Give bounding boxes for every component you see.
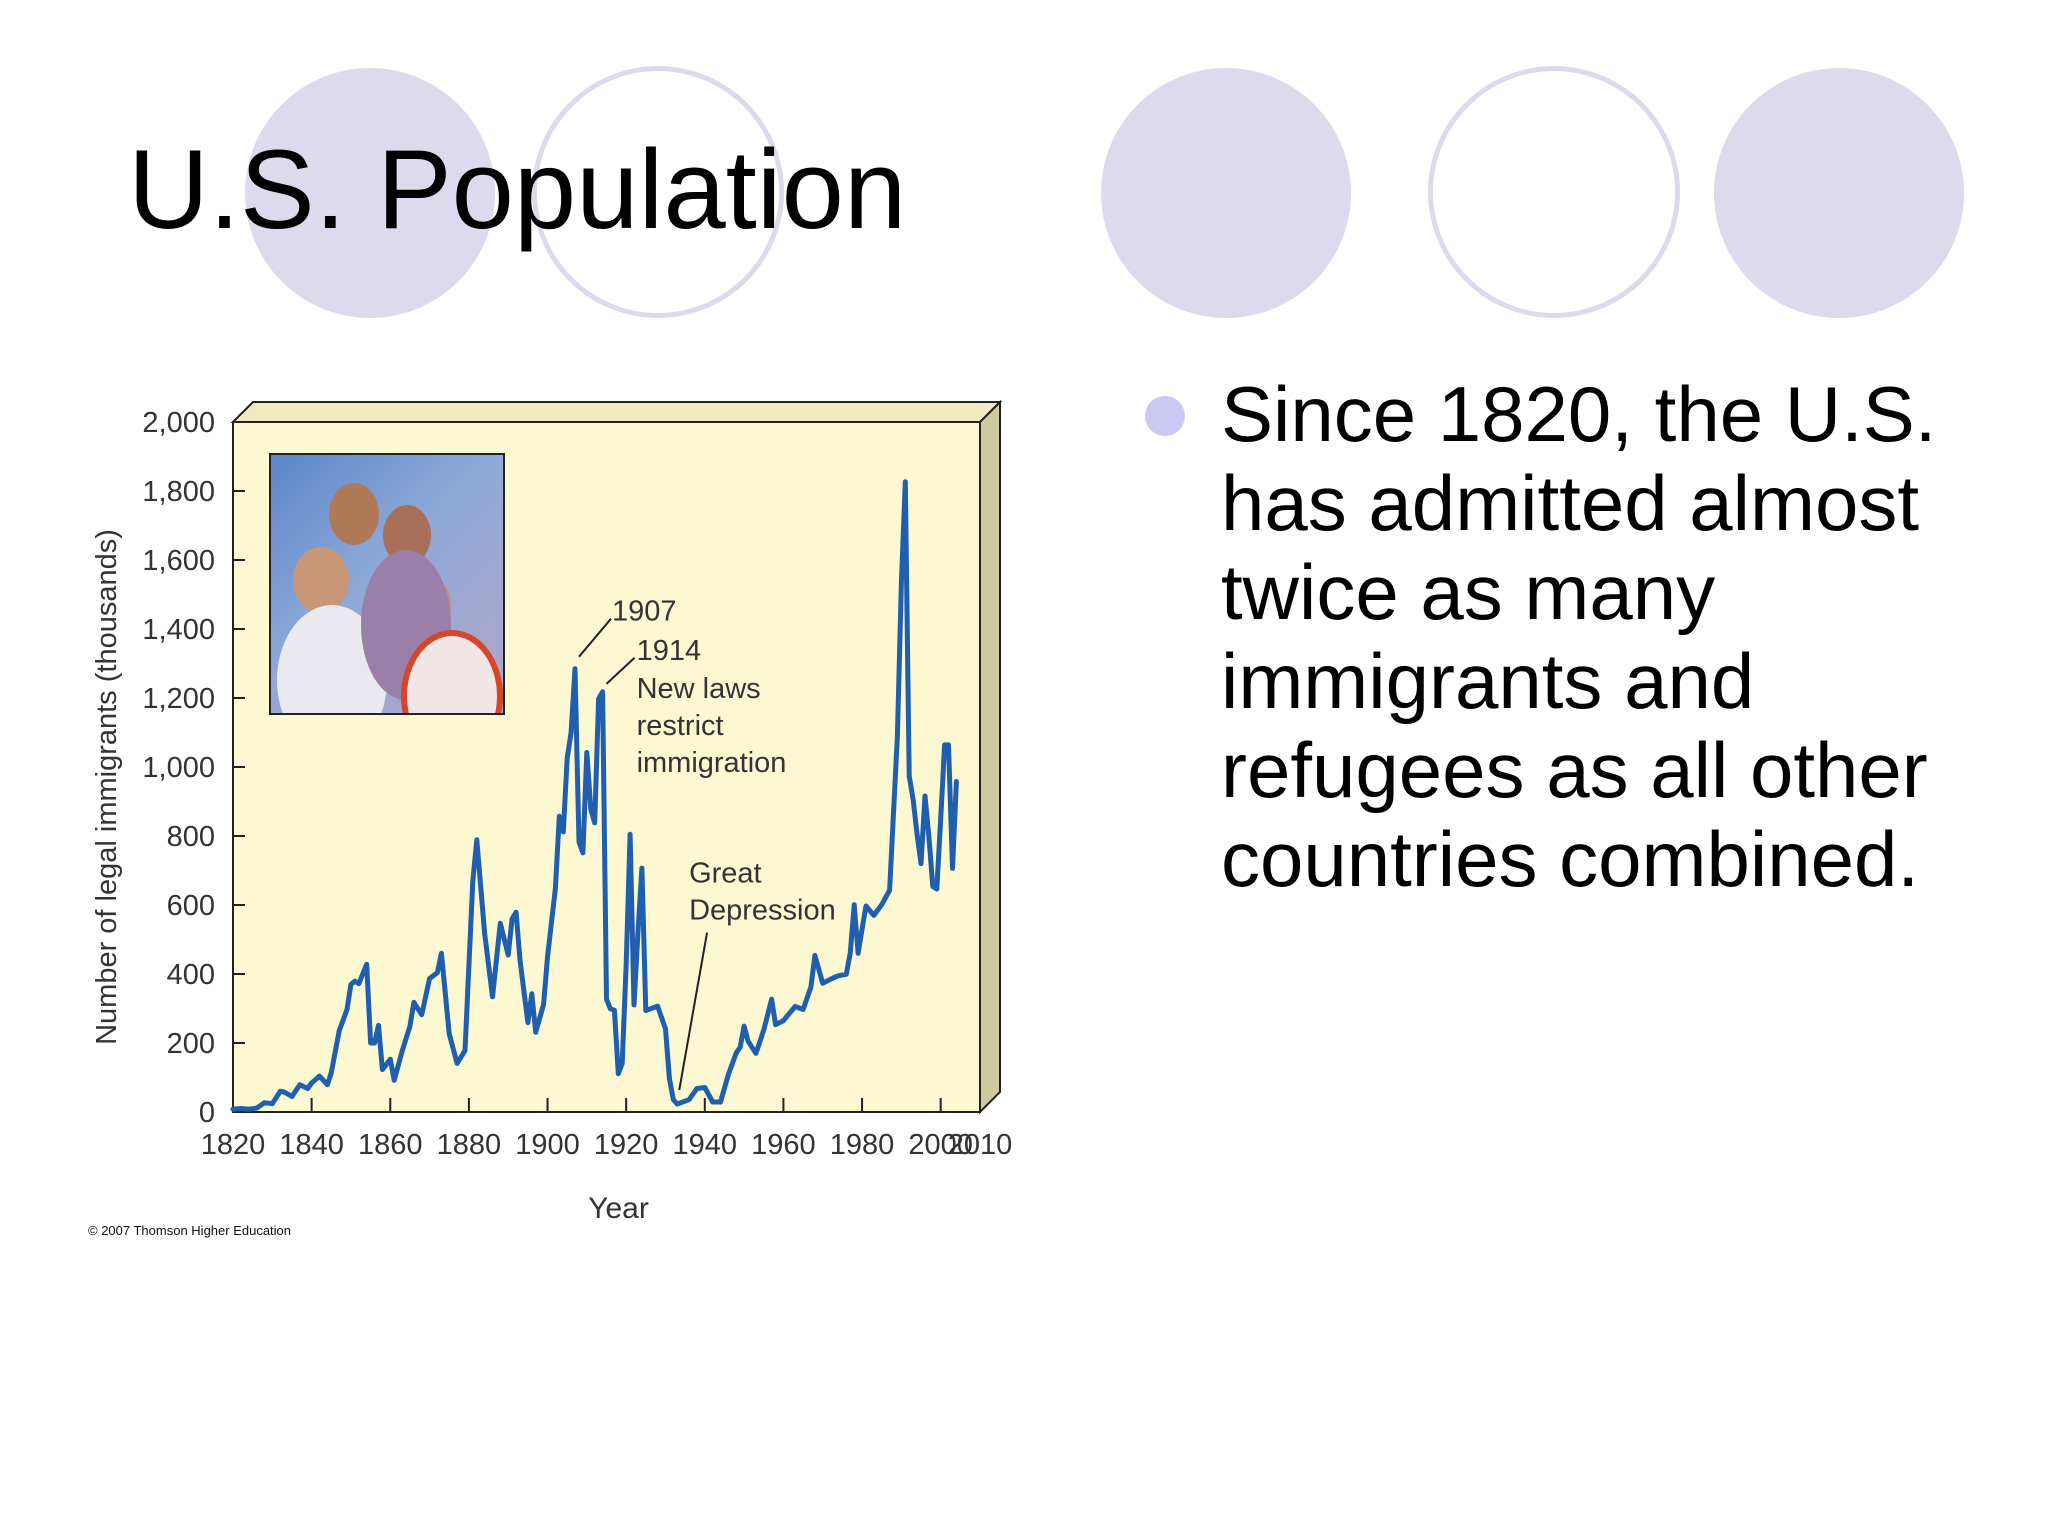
x-tick-label: 2010	[948, 1129, 1013, 1161]
x-axis-label: Year	[588, 1192, 649, 1225]
immigrants-series-line	[230, 479, 959, 1112]
bullet-dot-icon	[1145, 396, 1185, 436]
photo-figure-3	[293, 547, 349, 613]
y-tick-label: 400	[167, 959, 215, 991]
x-tick-label: 1880	[437, 1129, 502, 1161]
slide-title: U.S. Population	[128, 127, 907, 252]
annotation-great-depression: Great Depression	[689, 858, 836, 927]
chart-box-side	[979, 399, 1001, 1115]
annotation-1907-leader	[578, 618, 612, 658]
x-tick-label: 1900	[515, 1129, 580, 1161]
annotation-1907: 1907	[612, 596, 677, 628]
annotation-1914: 1914	[637, 635, 702, 667]
x-tick-label: 1960	[751, 1129, 816, 1161]
x-tick-label: 2000	[908, 1129, 973, 1161]
deco-ring-2	[1428, 66, 1680, 318]
y-tick-label: 200	[167, 1028, 215, 1060]
x-tick-label: 1860	[358, 1129, 423, 1161]
deco-circle-3	[1714, 68, 1964, 318]
family-photo	[269, 453, 505, 715]
y-tick-label: 1,200	[142, 683, 215, 715]
deco-circle-1	[245, 68, 495, 318]
y-tick-label: 1,000	[142, 752, 215, 784]
annotation-great-depression-leader	[678, 932, 709, 1091]
annotation-new-laws: New laws restrict immigration	[637, 673, 787, 779]
annotation-1914-leader	[605, 657, 636, 685]
deco-ring-1	[532, 66, 784, 318]
deco-circle-2	[1101, 68, 1351, 318]
y-tick-label: 1,400	[142, 614, 215, 646]
y-tick-label: 1,600	[142, 545, 215, 577]
x-tick-label: 1920	[594, 1129, 659, 1161]
x-tick-label: 1840	[279, 1129, 344, 1161]
bullet-text: Since 1820, the U.S. has admitted almost…	[1221, 370, 1937, 903]
chart-svg: 0 200 400 600 800 1,000 1,200 1,400 1,600 1,800 2,…	[91, 399, 1013, 1225]
y-tick-label: 2,000	[142, 407, 215, 439]
annotation-new-laws-line: immigration	[637, 747, 787, 779]
annotation-great-depression-line: Great	[689, 858, 762, 890]
y-tick-label: 1,800	[142, 476, 215, 508]
y-tick-label: 600	[167, 890, 215, 922]
copyright-notice: © 2007 Thomson Higher Education	[88, 1223, 292, 1238]
x-tick-label: 1980	[830, 1129, 895, 1161]
y-axis-label: Number of legal immigrants (thousands)	[91, 529, 123, 1045]
x-tick-label: 1820	[201, 1129, 266, 1161]
immigration-chart: 0 200 400 600 800 1,000 1,200 1,400 1,600 1,800 2,…	[80, 380, 1040, 1260]
photo-figure-1	[329, 483, 379, 545]
y-tick-label: 800	[167, 821, 215, 853]
chart-box-top	[230, 401, 1003, 423]
annotation-new-laws-line: New laws	[637, 673, 761, 705]
x-tick-label: 1940	[673, 1129, 738, 1161]
y-tick-label: 0	[199, 1097, 215, 1129]
annotation-great-depression-line: Depression	[689, 895, 836, 927]
annotation-new-laws-line: restrict	[637, 710, 724, 742]
